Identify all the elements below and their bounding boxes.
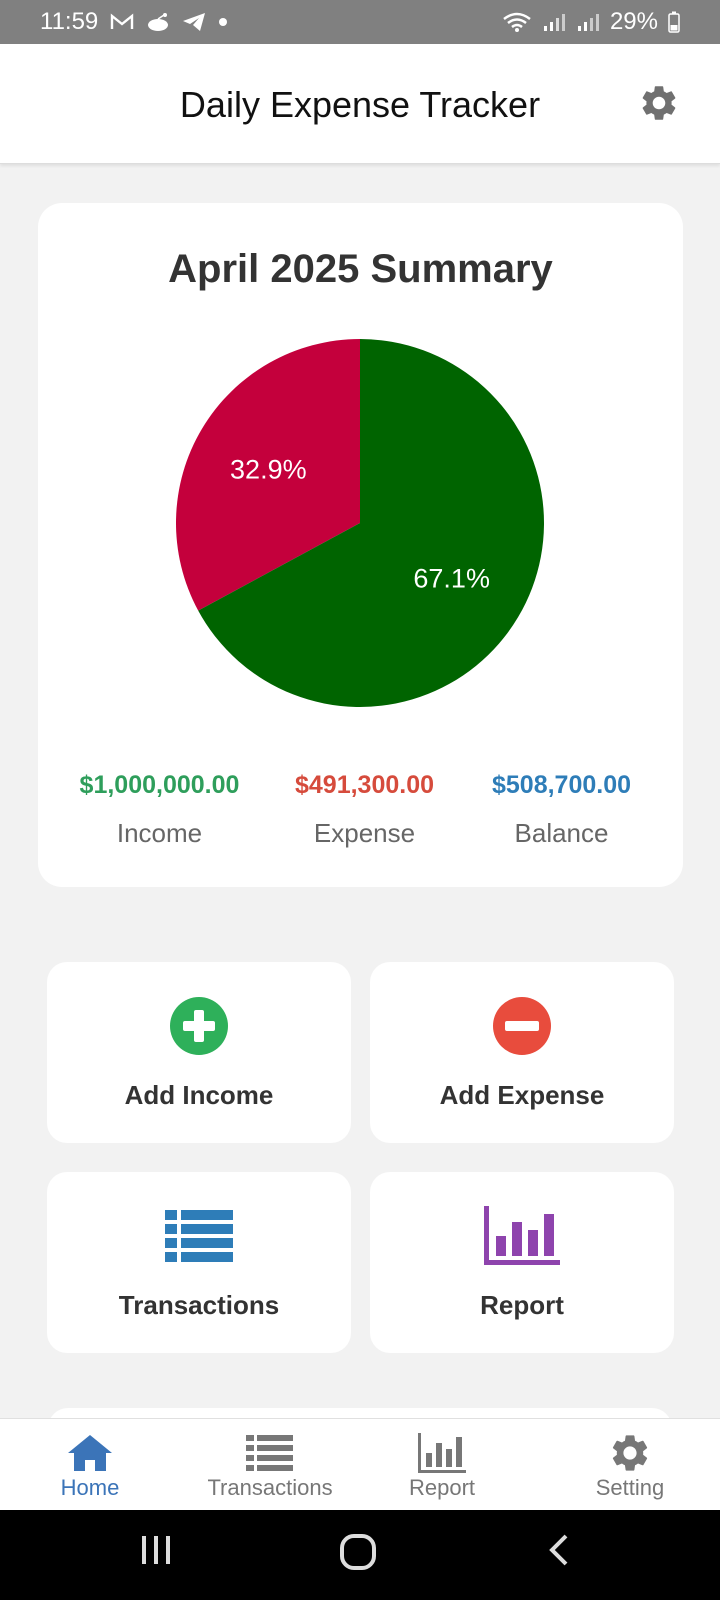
nav-transactions-label: Transactions (207, 1475, 333, 1500)
transactions-label: Transactions (118, 1290, 280, 1320)
income-stat: $1,000,000.00 Income (52, 771, 267, 849)
nav-transactions[interactable]: Transactions (180, 1419, 360, 1511)
telegram-icon (182, 12, 206, 32)
pie-label-expense: 32.9% (230, 454, 307, 484)
reddit-icon (146, 12, 170, 32)
pie-slice-expense (175, 339, 360, 611)
pie-chart: 32.9% 67.1% (175, 339, 544, 707)
expense-label: Expense (313, 818, 416, 848)
back-icon[interactable] (546, 1532, 574, 1573)
income-value: $1,000,000.00 (79, 771, 240, 799)
minus-circle-icon (492, 996, 552, 1056)
nav-report-label: Report (408, 1475, 476, 1500)
pie-label-balance: 67.1% (413, 564, 490, 594)
transactions-button[interactable]: Transactions (47, 1172, 351, 1353)
wifi-icon (502, 11, 532, 33)
system-nav-bar (0, 1510, 720, 1600)
nav-home[interactable]: Home (0, 1419, 180, 1511)
dot-icon (218, 17, 228, 27)
status-right: 29% (502, 8, 680, 36)
balance-stat: $508,700.00 Balance (454, 771, 669, 849)
signal-icon (542, 12, 566, 32)
add-income-label: Add Income (124, 1080, 274, 1110)
add-expense-label: Add Expense (439, 1080, 605, 1110)
balance-value: $508,700.00 (491, 771, 632, 799)
plus-circle-icon (169, 996, 229, 1056)
gear-icon (604, 1431, 656, 1475)
bottom-nav: Home Transactions Report (0, 1418, 720, 1510)
income-label: Income (116, 818, 203, 848)
balance-label: Balance (514, 818, 609, 848)
summary-card: April 2025 Summary 32.9% 67.1% $1,000,000… (38, 203, 683, 887)
report-label: Report (480, 1290, 564, 1320)
gmail-icon (110, 13, 134, 31)
status-left: 11:59 (40, 8, 228, 36)
signal-icon-2 (576, 12, 600, 32)
pie-slice-balance (198, 339, 544, 707)
bar-chart-icon (482, 1206, 562, 1266)
report-button[interactable]: Report (370, 1172, 674, 1353)
add-expense-button[interactable]: Add Expense (370, 962, 674, 1143)
expense-value: $491,300.00 (294, 771, 435, 799)
list-icon (244, 1431, 296, 1475)
summary-title: April 2025 Summary (168, 247, 553, 291)
expense-stat: $491,300.00 Expense (257, 771, 472, 849)
app-title: Daily Expense Tracker (179, 84, 541, 125)
recents-icon[interactable] (138, 1532, 174, 1573)
nav-setting-label: Setting (595, 1475, 665, 1500)
nav-setting[interactable]: Setting (540, 1419, 720, 1511)
battery-icon (668, 11, 680, 33)
home-icon (64, 1431, 116, 1475)
app-header: Daily Expense Tracker (0, 44, 720, 164)
nav-report[interactable]: Report (352, 1419, 532, 1511)
gear-icon[interactable] (638, 82, 680, 124)
nav-home-label: Home (60, 1475, 120, 1500)
list-icon (163, 1206, 235, 1266)
add-income-button[interactable]: Add Income (47, 962, 351, 1143)
battery-percent: 29% (609, 8, 658, 35)
bar-chart-icon (416, 1431, 468, 1475)
status-bar: 11:59 29% (0, 0, 720, 44)
status-time: 11:59 (40, 8, 99, 35)
home-circle-icon[interactable] (338, 1532, 378, 1577)
